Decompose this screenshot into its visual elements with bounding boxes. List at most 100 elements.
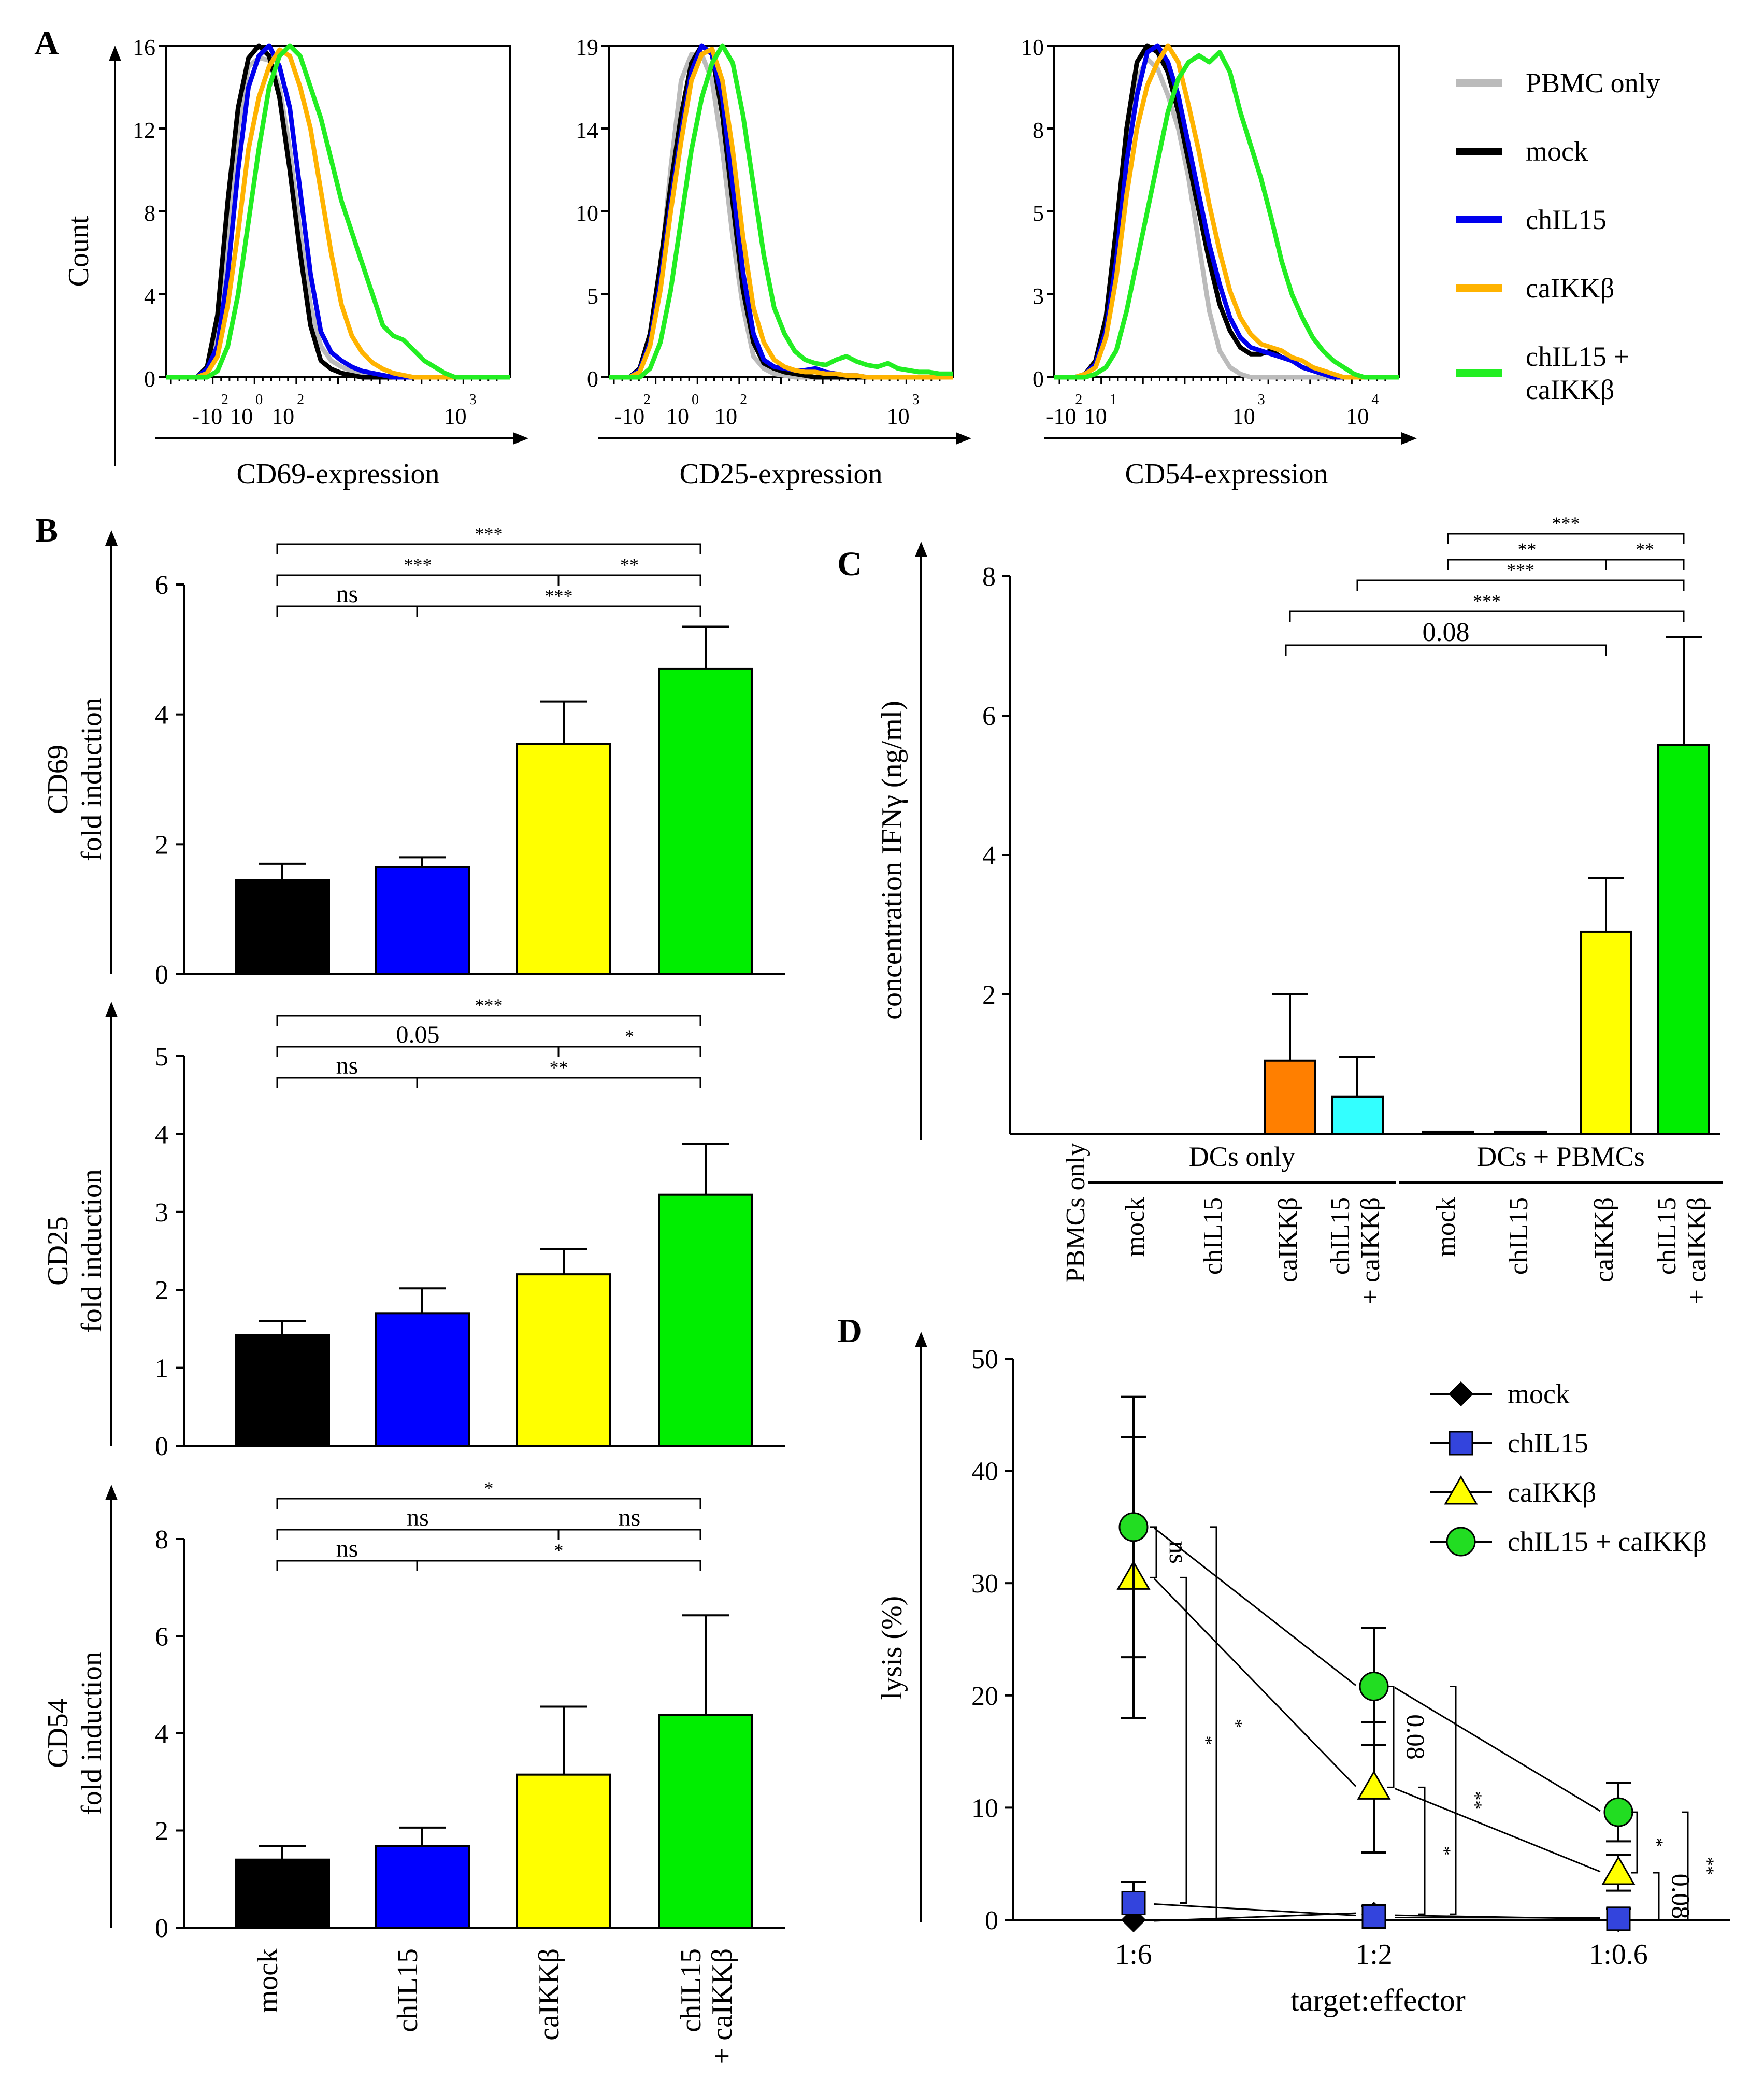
x-tick-label: 100 (666, 392, 699, 429)
category-label: chIL15 (1652, 1197, 1682, 1275)
marker-square (1449, 1431, 1473, 1456)
x-tick-label: 103 (444, 392, 477, 429)
marker-circle (1359, 1671, 1389, 1701)
arrow-head (105, 530, 118, 546)
histogram-line (609, 47, 953, 380)
panel-label-C: C (837, 545, 862, 583)
x-tick-label: -102 (192, 392, 228, 429)
x-tick-exponent: 3 (1258, 392, 1265, 408)
marker-triangle (1444, 1475, 1478, 1505)
significance-bracket: *** (1289, 591, 1685, 622)
legend-label: caIKKβ (1526, 374, 1614, 405)
bar (1657, 744, 1710, 1135)
bar-category-label: chIL15 (392, 1948, 424, 2032)
y-axis-label: CD25 (42, 1216, 74, 1286)
significance-label: * (1226, 1719, 1246, 1728)
significance-bracket: *** (1447, 513, 1685, 544)
x-axis-label: target:effector (1290, 1983, 1466, 2017)
legend-item: chIL15 + caIKKβ (1430, 1526, 1707, 1557)
significance-bracket: ns (276, 1052, 418, 1088)
significance-label: 0.08 (1667, 1874, 1696, 1919)
significance-bracket: * (1210, 1526, 1246, 1921)
significance-label: ** (1465, 1791, 1486, 1810)
significance-bracket: * (1631, 1811, 1667, 1874)
y-tick-label: 12 (133, 118, 155, 143)
bar (235, 879, 330, 976)
bar (1422, 1130, 1474, 1135)
bracket-line (1356, 579, 1685, 591)
y-tick-label: 30 (971, 1569, 998, 1599)
panel-label-B: B (35, 511, 58, 549)
y-axis-label: fold induction (76, 1651, 108, 1815)
y-tick-label: 4 (144, 283, 155, 309)
significance-label: * (1196, 1735, 1216, 1745)
x-tick-exponent: 2 (297, 392, 304, 408)
y-tick-label: 8 (155, 1525, 168, 1555)
marker-square (1361, 1904, 1386, 1929)
bracket-line (1653, 1872, 1660, 1921)
x-axis-label: CD25-expression (680, 458, 883, 490)
category-label: caIKKβ (1589, 1197, 1619, 1283)
bar-category-label: mock (252, 1948, 284, 2013)
y-tick-label: 10 (1021, 35, 1044, 60)
bar (375, 1312, 470, 1447)
arrow-head (109, 46, 121, 61)
category-label: PBMCs only (1061, 1143, 1091, 1283)
significance-label: *** (475, 523, 503, 544)
significance-label: ** (620, 554, 639, 575)
x-tick-label: 1:2 (1355, 1939, 1393, 1971)
x-tick-label: 104 (1346, 392, 1379, 429)
y-tick-label: 0 (155, 1432, 168, 1461)
marker-triangle (1601, 1856, 1636, 1885)
series-line (1154, 1903, 1356, 1916)
legend-label: chIL15 (1526, 204, 1607, 235)
series-line (1153, 1578, 1357, 1787)
histogram-line (166, 55, 510, 380)
x-tick-base: 10 (271, 404, 294, 429)
y-tick-label: 10 (576, 201, 598, 226)
significance-bracket: *** (416, 586, 701, 617)
arrow-head (915, 1332, 927, 1347)
y-tick-label: 4 (155, 1719, 168, 1749)
y-tick-label: 1 (155, 1354, 168, 1384)
x-tick-label: 103 (887, 392, 920, 429)
category-label: + caIKKβ (1356, 1197, 1385, 1304)
bracket-line (276, 1498, 701, 1509)
y-axis-label: fold induction (76, 1169, 108, 1333)
arrow-head (105, 1002, 118, 1017)
bar (516, 1773, 611, 1929)
x-tick-base: -10 (614, 404, 645, 429)
y-tick-label: 40 (971, 1457, 998, 1487)
y-axis-arrow (105, 1002, 118, 1446)
significance-label: *** (1473, 591, 1501, 611)
significance-label: ns (619, 1504, 641, 1531)
y-axis-label: CD54 (42, 1699, 74, 1768)
arrow-head (105, 1485, 118, 1500)
y-tick-label: 14 (576, 118, 598, 143)
significance-bracket: ** (1605, 539, 1685, 570)
significance-bracket: * (557, 1026, 701, 1057)
significance-bracket: ns (1150, 1526, 1193, 1578)
x-tick-label: 100 (230, 392, 263, 429)
bar (658, 1193, 753, 1447)
category-label: mock (1431, 1197, 1461, 1257)
x-tick-label: -102 (614, 392, 651, 429)
x-axis-label: CD69-expression (237, 458, 440, 490)
significance-bracket: ** (416, 1057, 701, 1088)
y-tick-label: 5 (155, 1042, 168, 1072)
x-tick-exponent: 0 (255, 392, 263, 408)
bracket-line (1289, 610, 1685, 622)
histogram-line (1054, 50, 1399, 380)
bracket-line (1605, 559, 1685, 570)
x-axis-label: CD54-expression (1125, 458, 1328, 490)
x-tick-base: -10 (1046, 404, 1077, 429)
bar (516, 743, 611, 975)
significance-label: * (484, 1478, 494, 1499)
bracket-line (1631, 1811, 1638, 1874)
y-tick-label: 2 (155, 830, 168, 860)
bracket-line (416, 1560, 701, 1571)
bar (516, 1273, 611, 1447)
